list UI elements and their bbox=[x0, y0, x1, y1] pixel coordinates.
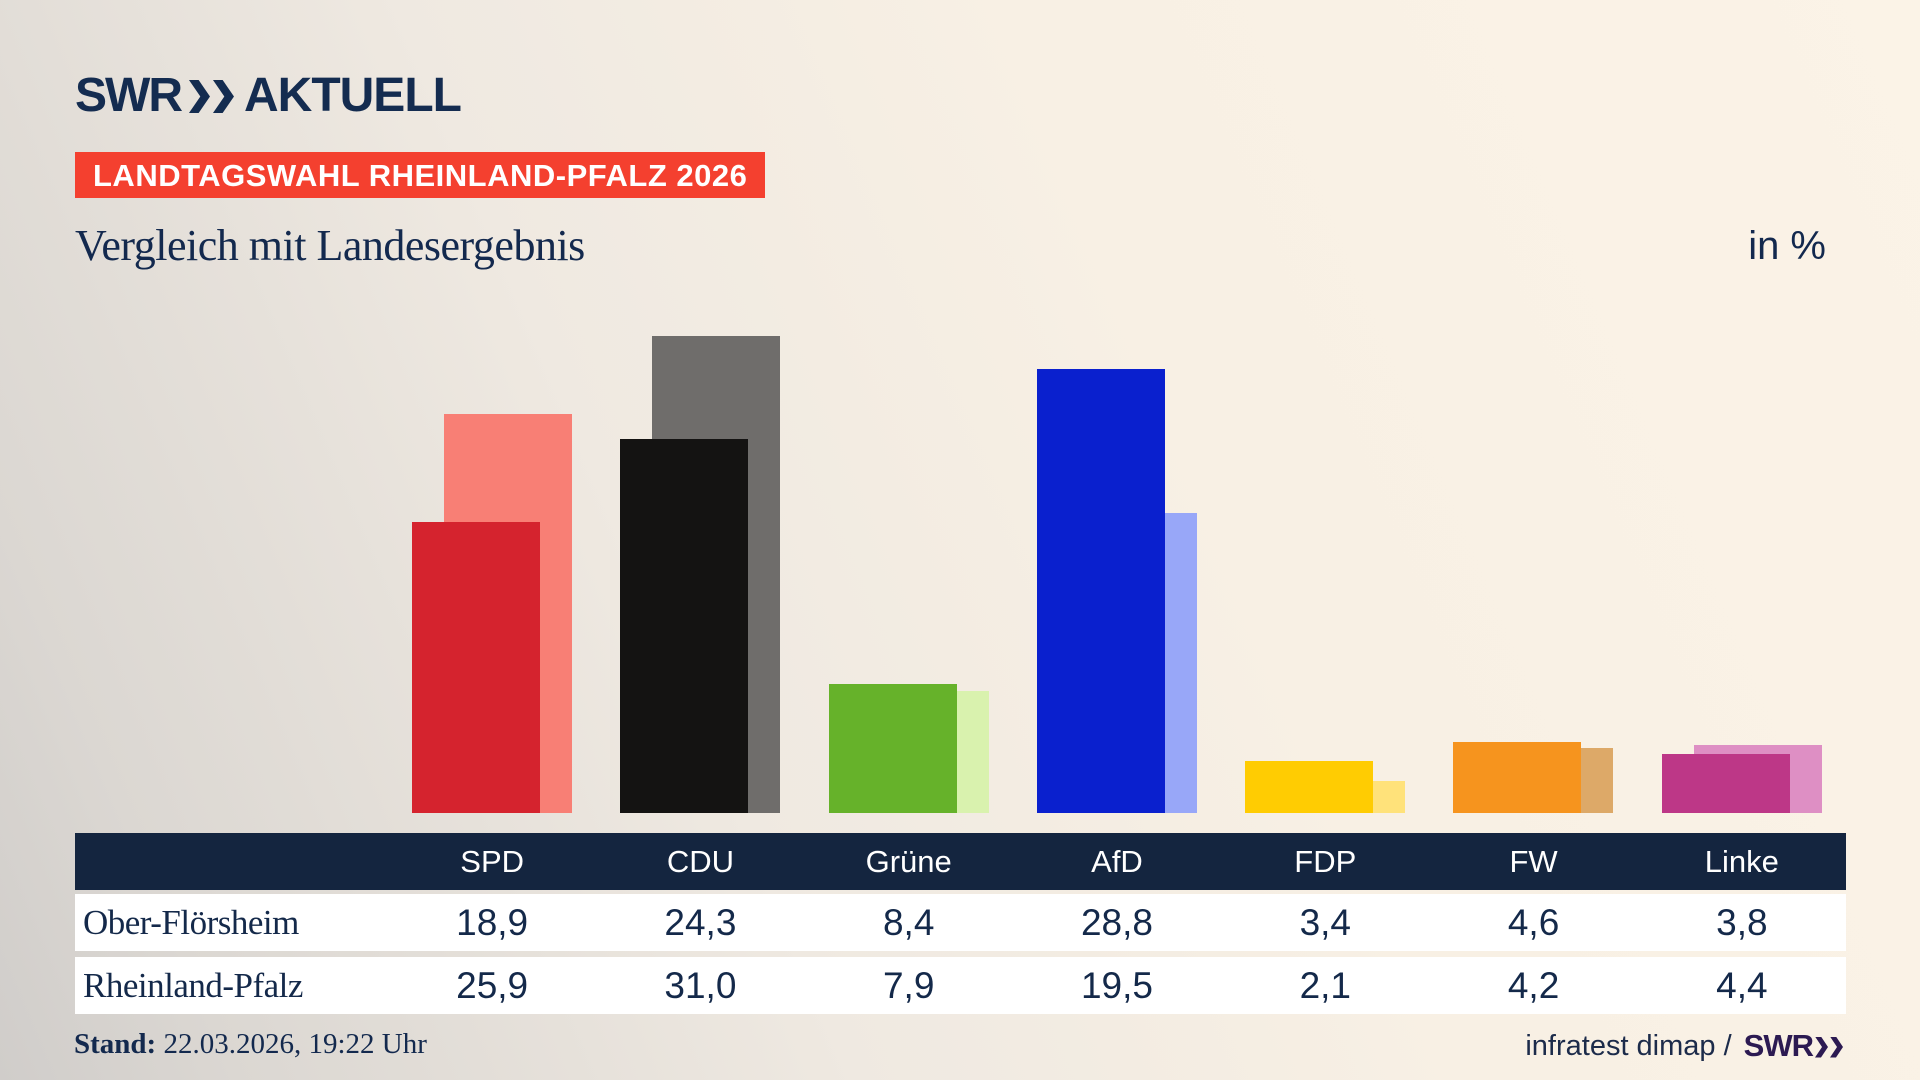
source-text: infratest dimap / bbox=[1525, 1029, 1732, 1062]
chart-group-afd bbox=[1013, 0, 1221, 813]
table-header-cell: CDU bbox=[666, 844, 734, 879]
chart-group-linke bbox=[1638, 0, 1846, 813]
table-value-cell: 4,4 bbox=[1716, 965, 1768, 1006]
bar-cdu-ober-floersheim bbox=[620, 439, 749, 813]
bar-spd-ober-floersheim bbox=[412, 522, 540, 813]
swr-footer-logo-text: SWR bbox=[1743, 1028, 1814, 1063]
table-value-cell: 28,8 bbox=[1080, 902, 1153, 943]
table-header-cell: FW bbox=[1509, 844, 1558, 879]
table-row: Rheinland-Pfalz 25,9 31,0 7,9 19,5 2,1 4,2 4,4 bbox=[75, 957, 1846, 1014]
table-header-cell: FDP bbox=[1294, 844, 1357, 879]
table-header-row: SPD CDU Grüne AfD FDP FW Linke bbox=[75, 833, 1846, 890]
swr-logo-text: SWR bbox=[75, 69, 183, 122]
table-value-cell: 18,9 bbox=[456, 902, 529, 943]
timestamp-label: Stand: bbox=[74, 1028, 157, 1060]
chart-group-fdp bbox=[1221, 0, 1429, 813]
election-badge: LANDTAGSWAHL RHEINLAND-PFALZ 2026 bbox=[75, 152, 766, 198]
table-value-cell: 4,6 bbox=[1507, 902, 1560, 943]
swr-chevrons-icon bbox=[188, 80, 234, 113]
table-value-cell: 24,3 bbox=[664, 902, 737, 943]
results-table: SPD CDU Grüne AfD FDP FW Linke Ober-Flörsheim 18… bbox=[75, 833, 1846, 1020]
table-row-label: Rheinland-Pfalz bbox=[83, 966, 303, 1005]
bar-afd-ober-floersheim bbox=[1036, 369, 1165, 813]
chart-group-fw bbox=[1429, 0, 1637, 813]
unit-label: in % bbox=[1748, 224, 1826, 268]
table-header-cell: AfD bbox=[1091, 844, 1143, 879]
table-row-label: Ober-Flörsheim bbox=[83, 903, 299, 942]
bar-fdp-ober-floersheim bbox=[1245, 761, 1374, 813]
chevron-right-icon bbox=[1830, 1036, 1843, 1058]
bar-chart bbox=[75, 0, 1846, 813]
table-value-cell: 2,1 bbox=[1299, 965, 1351, 1006]
chart-group-cdu bbox=[596, 0, 804, 813]
bar-grne-ober-floersheim bbox=[828, 684, 957, 813]
table-header-cell: SPD bbox=[460, 844, 525, 879]
timestamp: Stand: 22.03.2026, 19:22 Uhr bbox=[74, 1028, 427, 1061]
table-value-cell: 4,2 bbox=[1507, 965, 1560, 1006]
swr-aktuell-logo: SWR AKTUELL bbox=[75, 68, 462, 123]
chart-group-grne bbox=[805, 0, 1013, 813]
table-header-empty-cell bbox=[75, 833, 388, 890]
table-value-cell: 3,8 bbox=[1716, 902, 1768, 943]
table-value-cell: 8,4 bbox=[882, 902, 935, 943]
bar-linke-ober-floersheim bbox=[1661, 754, 1790, 813]
table-value-cell: 7,9 bbox=[882, 965, 935, 1006]
swr-footer-logo: SWR bbox=[1744, 1028, 1843, 1064]
chevron-right-icon bbox=[1815, 1036, 1828, 1058]
timestamp-value: 22.03.2026, 19:22 Uhr bbox=[156, 1028, 427, 1060]
table-value-cell: 3,4 bbox=[1299, 902, 1351, 943]
aktuell-logo-text: AKTUELL bbox=[243, 69, 462, 122]
source-credit: infratest dimap / SWR bbox=[1525, 1028, 1843, 1064]
table-value-cell: 19,5 bbox=[1080, 965, 1153, 1006]
table-header-cell: Linke bbox=[1704, 844, 1779, 879]
table-value-cell: 25,9 bbox=[456, 965, 529, 1006]
chart-group-spd bbox=[388, 0, 596, 813]
table-header-cell: Grüne bbox=[865, 844, 952, 879]
bar-fw-ober-floersheim bbox=[1453, 742, 1582, 813]
table-value-cell: 31,0 bbox=[664, 965, 737, 1006]
table-row: Ober-Flörsheim 18,9 24,3 8,4 28,8 3,4 4,6 3,8 bbox=[75, 894, 1846, 951]
chart-title: Vergleich mit Landesergebnis bbox=[75, 221, 585, 270]
